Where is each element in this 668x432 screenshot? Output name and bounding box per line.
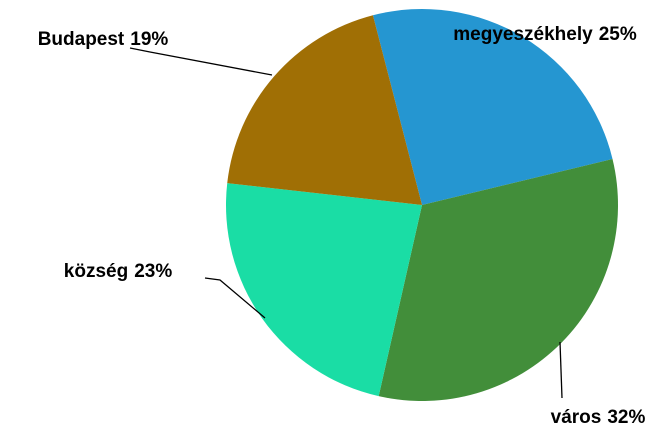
pie-slice (372, 8, 613, 205)
labels: megyeszékhely 25% város 32% község 23% Budapes… (38, 24, 646, 428)
pie-slice (225, 183, 422, 397)
leader-line (129, 47, 273, 76)
category-name: város (551, 407, 602, 428)
value-label: 25% (599, 24, 637, 45)
data-label: község 23% (64, 261, 173, 282)
pie-slice (378, 158, 618, 401)
value-label: 32% (607, 407, 645, 428)
pie-slice (227, 15, 422, 206)
category-name: Budapest (38, 29, 125, 50)
data-label: Budapest 19% (38, 29, 169, 50)
pie (225, 8, 618, 401)
category-name: megyeszékhely (453, 24, 593, 45)
value-label: 23% (134, 261, 172, 282)
category-name: község (64, 261, 128, 282)
leader-line (559, 341, 563, 399)
data-label: város 32% (551, 407, 646, 428)
data-label: megyeszékhely 25% (453, 24, 637, 45)
value-label: 19% (130, 29, 168, 50)
leader-line (204, 277, 266, 319)
